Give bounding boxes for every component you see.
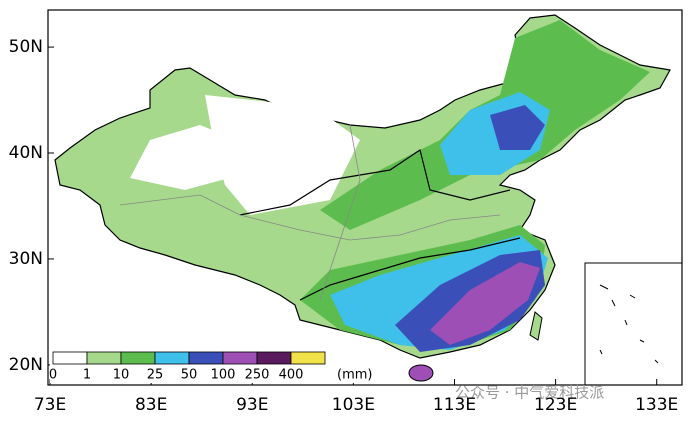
taiwan (529, 311, 543, 341)
y-tick-label: 20N (9, 355, 43, 375)
legend-swatch (290, 351, 326, 365)
y-tick-label: 30N (9, 249, 43, 269)
y-tick-label: 40N (9, 143, 43, 163)
border (119, 194, 501, 241)
legend-swatch (86, 351, 122, 365)
legend-label: 1 (83, 368, 91, 383)
inset-map (584, 262, 683, 386)
legend-unit: (mm) (337, 368, 372, 383)
hainan (408, 364, 434, 382)
legend-swatch (52, 351, 88, 365)
river (299, 237, 521, 301)
legend-label: 50 (181, 368, 198, 383)
legend-swatch (154, 351, 190, 365)
x-tick-label: 93E (236, 395, 268, 415)
x-tick-label: 113E (433, 395, 476, 415)
map-frame (47, 9, 683, 386)
x-tick-label: 123E (534, 395, 577, 415)
dry-region (130, 125, 240, 190)
legend-swatch (120, 351, 156, 365)
legend-label: 400 (279, 368, 304, 383)
legend-label: 100 (211, 368, 236, 383)
legend-label: 10 (113, 368, 130, 383)
legend-swatch (256, 351, 292, 365)
river (239, 149, 511, 216)
x-tick-label: 83E (135, 395, 167, 415)
legend-swatch (188, 351, 224, 365)
y-tick-label: 50N (9, 37, 43, 57)
map-area (54, 14, 683, 386)
watermark: 公众号 · 中气爱科技派 (455, 384, 604, 402)
x-tick-label: 133E (635, 395, 678, 415)
border (319, 124, 361, 301)
wet-region (490, 105, 545, 150)
x-tick-label: 103E (332, 395, 375, 415)
legend-label: 0 (49, 368, 57, 383)
legend-label: 25 (147, 368, 164, 383)
x-tick-label: 73E (34, 395, 66, 415)
wet-region (430, 262, 540, 345)
legend-swatch (222, 351, 258, 365)
inset-islands (599, 284, 659, 364)
legend-label: 250 (245, 368, 270, 383)
